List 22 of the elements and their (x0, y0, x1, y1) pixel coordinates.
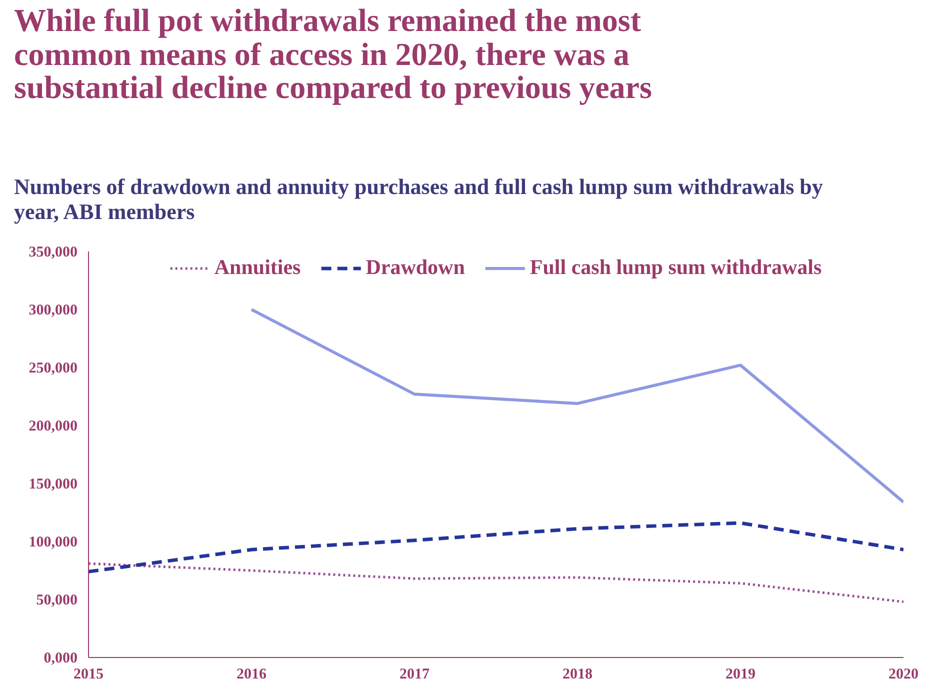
x-tick-label: 2016 (236, 666, 267, 682)
y-tick-label: 150,000 (28, 476, 78, 492)
y-tick-label: 350,000 (28, 244, 78, 260)
y-tick-label: 100,000 (28, 534, 78, 550)
x-tick-label: 2020 (888, 666, 918, 682)
y-tick-label: 300,000 (28, 302, 78, 318)
y-tick-label: 0,000 (44, 650, 78, 666)
x-tick-label: 2017 (400, 666, 430, 682)
chart-subtitle: Numbers of drawdown and annuity purchases and full cash lump sum withdrawals by year, ABI members (14, 174, 824, 225)
x-tick-label: 2015 (74, 666, 104, 682)
line-series (88, 562, 904, 604)
y-tick-label: 200,000 (28, 418, 78, 434)
line-series (250, 308, 904, 504)
legend-label: Drawdown (366, 255, 465, 280)
legend-label: Full cash lump sum withdrawals (530, 255, 822, 280)
chart-title: While full pot withdrawals remained the most common means of access in 2020, there was a substantial decline compared to previous years (14, 2, 653, 106)
x-tick-label: 2019 (726, 666, 756, 682)
x-tick-label: 2018 (562, 666, 592, 682)
legend-label: Annuities (214, 255, 301, 280)
y-tick-label: 50,000 (36, 592, 78, 608)
y-tick-label: 250,000 (28, 360, 78, 376)
line-series (88, 521, 904, 574)
